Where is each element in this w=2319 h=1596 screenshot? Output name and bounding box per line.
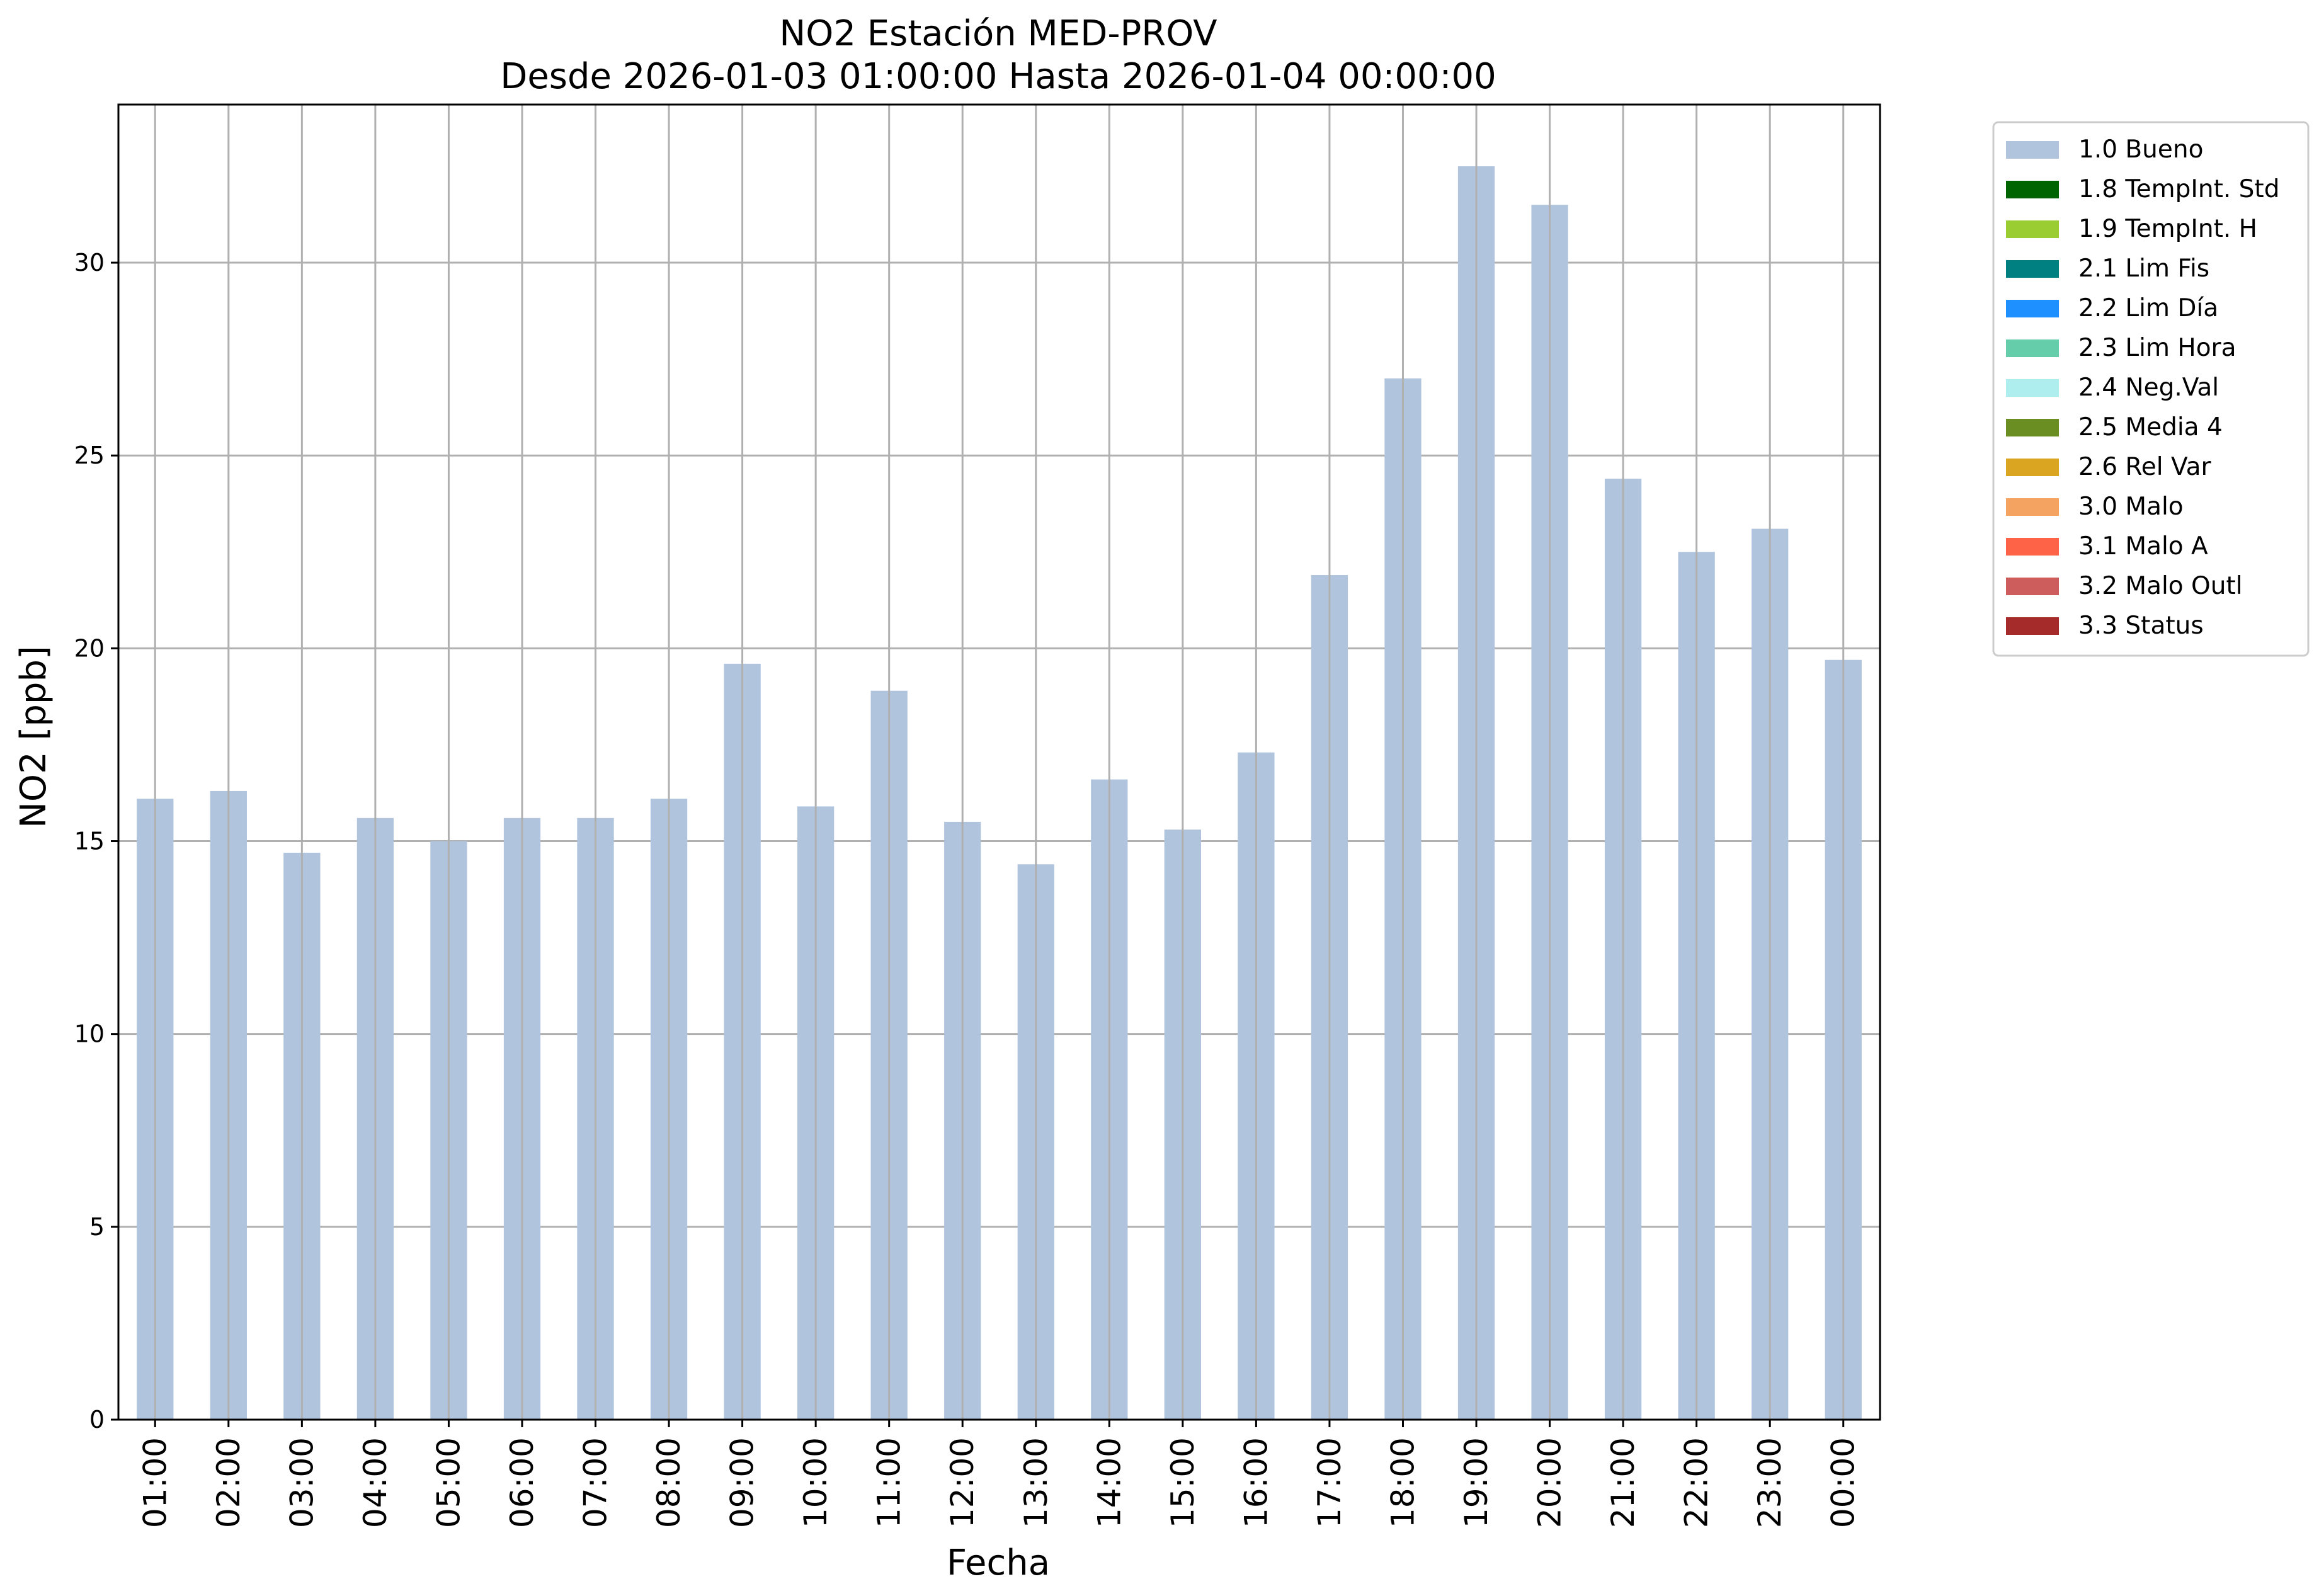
- legend-box: [1992, 121, 2310, 657]
- x-tick-label: 04:00: [357, 1437, 394, 1528]
- x-tick-label: 11:00: [871, 1437, 908, 1528]
- legend-label: 3.1 Malo A: [2078, 532, 2208, 561]
- legend-label: 1.8 TempInt. Std: [2078, 175, 2279, 203]
- y-tick-label: 10: [74, 1020, 105, 1048]
- legend-label: 3.2 Malo Outl: [2078, 572, 2243, 600]
- grid-lines: [118, 261, 1880, 1421]
- legend: 1.0 Bueno 1.8 TempInt. Std 1.9 TempInt. H 2…: [1992, 121, 2310, 657]
- y-tick-label: 20: [74, 634, 105, 662]
- legend-label: 2.4 Neg.Val: [2078, 373, 2219, 402]
- y-tick-label: 30: [74, 249, 105, 276]
- x-tick-label: 23:00: [1752, 1437, 1788, 1528]
- x-tick-label: 09:00: [724, 1437, 761, 1528]
- x-tick-label: 08:00: [651, 1437, 687, 1528]
- legend-swatch: [2006, 578, 2059, 595]
- x-tick-label: 07:00: [578, 1437, 614, 1528]
- chart-title: NO2 Estación MED-PROV: [779, 13, 1217, 54]
- chart-subtitle: Desde 2026-01-03 01:00:00 Hasta 2026-01-…: [500, 56, 1496, 97]
- x-tick-label: 01:00: [137, 1437, 173, 1528]
- x-tick-label: 14:00: [1091, 1437, 1127, 1528]
- legend-swatch: [2006, 260, 2059, 278]
- legend-swatch: [2006, 419, 2059, 436]
- legend-label: 1.9 TempInt. H: [2078, 215, 2257, 243]
- legend-label: 2.6 Rel Var: [2078, 453, 2212, 481]
- x-tick-label: 18:00: [1384, 1437, 1421, 1528]
- legend-label: 2.3 Lim Hora: [2078, 334, 2236, 362]
- legend-label: 3.0 Malo: [2078, 493, 2184, 521]
- x-tick-label: 17:00: [1311, 1437, 1348, 1528]
- y-tick-label: 0: [89, 1406, 105, 1434]
- x-tick-label: 12:00: [944, 1437, 981, 1528]
- legend-label: 2.5 Media 4: [2078, 413, 2223, 442]
- x-tick-label: 22:00: [1678, 1437, 1715, 1528]
- x-tick-label: 03:00: [283, 1437, 320, 1528]
- legend-label: 1.0 Bueno: [2078, 135, 2203, 164]
- legend-label: 2.2 Lim Día: [2078, 294, 2218, 322]
- x-tick-label: 02:00: [210, 1437, 247, 1528]
- x-tick-label: 15:00: [1165, 1437, 1201, 1528]
- legend-swatch: [2006, 379, 2059, 397]
- x-tick-label: 05:00: [430, 1437, 467, 1528]
- x-axis-ticks: 01:00 02:00 03:00 04:00 05:00 06:00 07:00 08:00…: [137, 1420, 1862, 1528]
- bars-group: [137, 166, 1862, 1420]
- legend-swatch: [2006, 141, 2059, 159]
- legend-swatch: [2006, 181, 2059, 198]
- x-tick-label: 10:00: [797, 1437, 834, 1528]
- x-tick-label: 13:00: [1018, 1437, 1054, 1528]
- x-axis-label: Fecha: [947, 1542, 1050, 1583]
- legend-swatch: [2006, 538, 2059, 556]
- y-tick-label: 25: [74, 442, 105, 469]
- y-tick-label: 15: [74, 828, 105, 855]
- y-axis-label: NO2 [ppb]: [13, 646, 54, 828]
- legend-swatch: [2006, 459, 2059, 476]
- x-tick-label: 20:00: [1532, 1437, 1568, 1528]
- x-tick-label: 16:00: [1238, 1437, 1274, 1528]
- legend-swatch: [2006, 498, 2059, 516]
- y-tick-label: 5: [89, 1213, 105, 1241]
- legend-swatch: [2006, 220, 2059, 238]
- plot-frame: [117, 103, 1881, 1421]
- x-tick-label: 21:00: [1605, 1437, 1641, 1528]
- x-tick-label: 19:00: [1458, 1437, 1495, 1528]
- legend-label: 3.3 Status: [2078, 612, 2204, 640]
- x-tick-label: 00:00: [1825, 1437, 1862, 1528]
- vertical-grid-lines: [154, 105, 1845, 1420]
- legend-label: 2.1 Lim Fis: [2078, 254, 2209, 283]
- legend-swatch: [2006, 339, 2059, 357]
- x-tick-label: 06:00: [504, 1437, 540, 1528]
- legend-swatch: [2006, 300, 2059, 317]
- y-axis-ticks: 0 5 10 15 20 25 30: [74, 249, 118, 1434]
- legend-swatch: [2006, 617, 2059, 635]
